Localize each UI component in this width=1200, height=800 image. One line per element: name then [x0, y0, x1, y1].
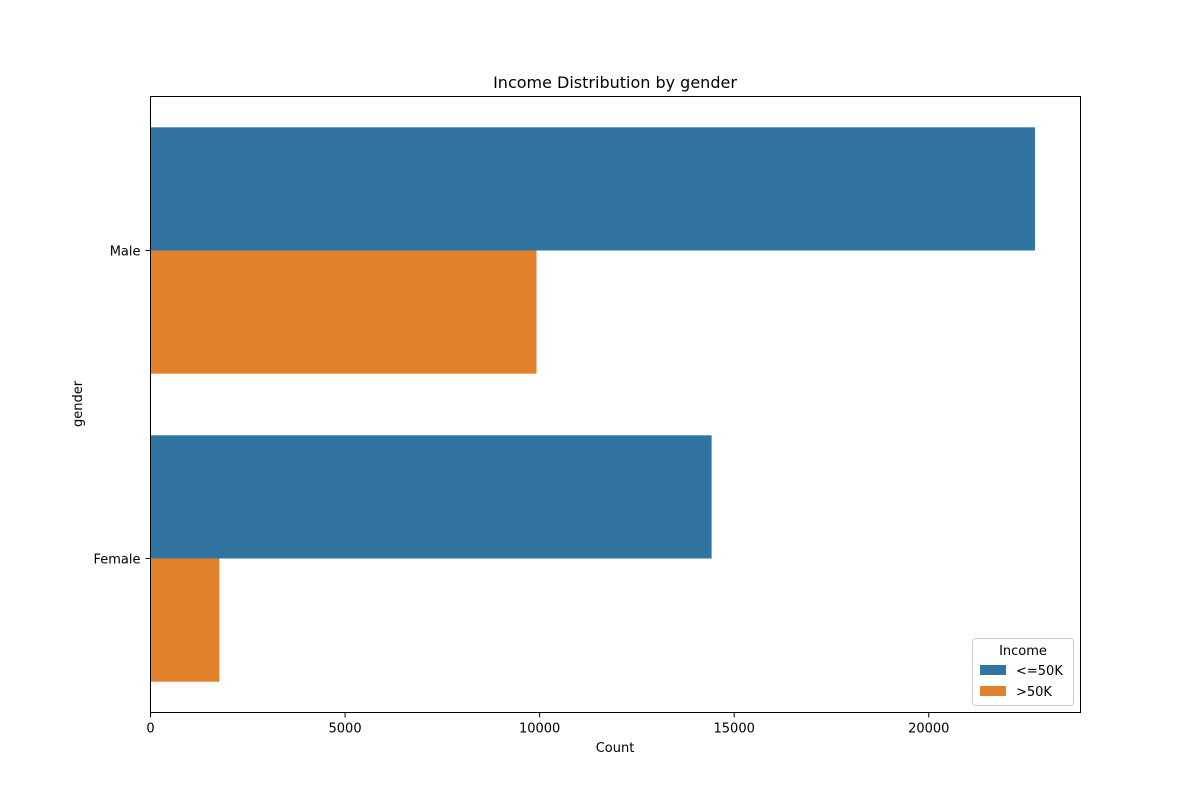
- y-axis-label: gender: [71, 380, 86, 427]
- legend-label-gt50k: >50K: [1016, 685, 1052, 700]
- legend-swatch-le50k: [980, 665, 1006, 675]
- x-tick-label: 5000: [329, 722, 362, 737]
- plot-frame: [150, 96, 1081, 713]
- bars-group: [150, 127, 1035, 682]
- bar-male-lte50k: [150, 127, 1035, 251]
- bar-male-gt50k: [150, 250, 537, 374]
- y-axis-ticks: Male Female: [93, 245, 151, 568]
- legend-title: Income: [999, 644, 1047, 659]
- bar-female-lte50k: [150, 435, 712, 559]
- legend-label-le50k: <=50K: [1016, 664, 1063, 679]
- y-tick-label-female: Female: [93, 553, 140, 568]
- x-tick-label: 0: [146, 722, 154, 737]
- legend-swatch-gt50k: [980, 686, 1006, 696]
- x-tick-label: 20000: [908, 722, 949, 737]
- x-axis-ticks: 0 5000 10000 15000 20000: [146, 712, 949, 737]
- y-tick-label-male: Male: [110, 245, 141, 260]
- bar-female-gt50k: [150, 558, 220, 682]
- x-tick-label: 10000: [519, 722, 560, 737]
- x-tick-label: 15000: [714, 722, 755, 737]
- legend: Income <=50K >50K: [972, 638, 1074, 706]
- x-axis-label: Count: [596, 741, 635, 756]
- chart-title: Income Distribution by gender: [493, 73, 737, 92]
